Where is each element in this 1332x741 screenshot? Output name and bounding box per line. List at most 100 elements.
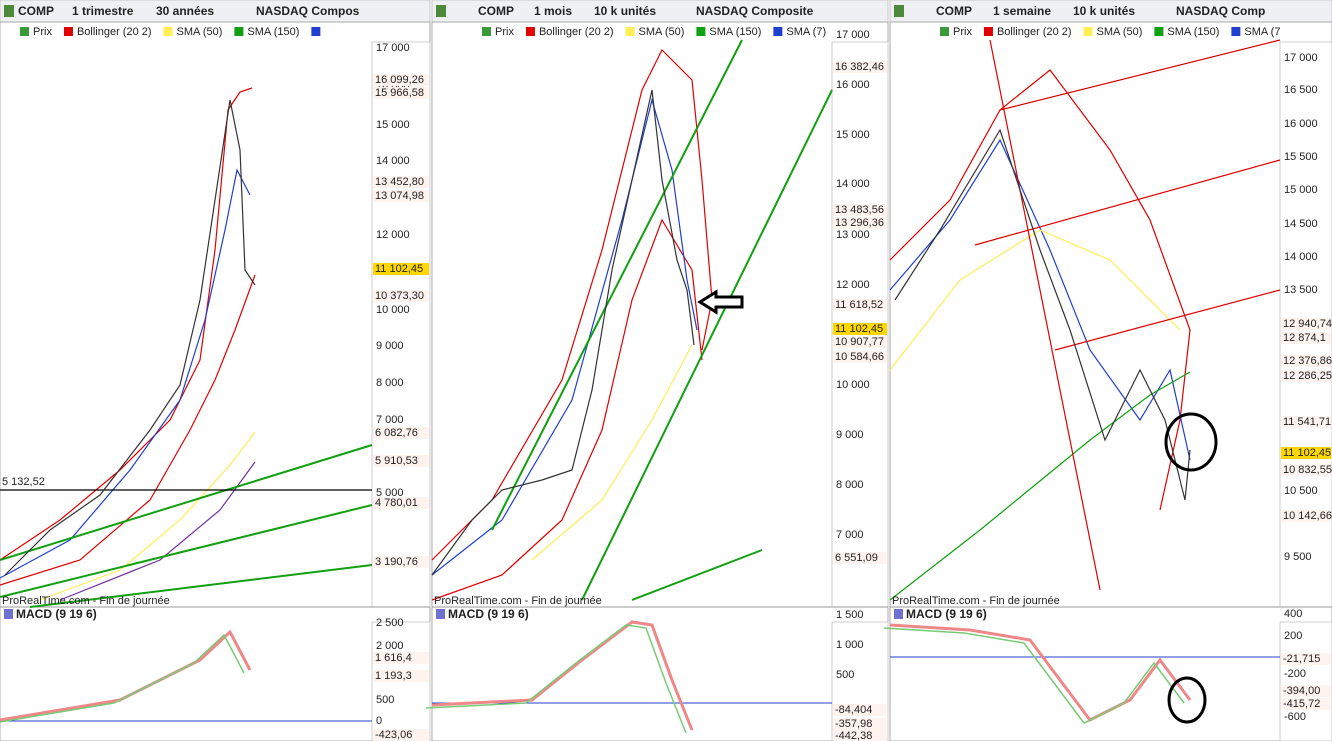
- price-tag-bg: [833, 61, 887, 73]
- toolbar: [0, 0, 431, 23]
- legend-swatch: [983, 27, 993, 36]
- macd-axis-label: 0: [376, 715, 382, 727]
- price-tag: 16 382,46: [835, 61, 884, 73]
- toolbar-symbol[interactable]: COMP: [18, 4, 54, 18]
- macd-axis-label: 400: [1284, 608, 1302, 620]
- legend-item[interactable]: SMA (150): [709, 26, 761, 38]
- toolbar-units[interactable]: 10 k unités: [1073, 4, 1135, 18]
- legend-swatch: [311, 27, 321, 36]
- legend-swatch: [63, 27, 73, 36]
- legend-item[interactable]: Prix: [953, 26, 972, 38]
- price-tag-bg: [373, 176, 429, 188]
- legend-item[interactable]: Prix: [495, 26, 514, 38]
- macd-tag-bg: [1281, 653, 1331, 665]
- legend-item[interactable]: SMA (50): [639, 26, 685, 38]
- toolbar-symbol[interactable]: COMP: [478, 4, 514, 18]
- legend-item[interactable]: Bollinger (20 2): [539, 26, 614, 38]
- indicator-line: [0, 168, 251, 579]
- price-tag-bg: [1281, 447, 1331, 459]
- toolbar-symbol[interactable]: COMP: [936, 4, 972, 18]
- indicator-line: [431, 89, 695, 576]
- macd-axis-label: 2 500: [376, 617, 404, 629]
- footer: ProRealTime.com - Fin de journée: [2, 595, 170, 607]
- indicator-line: [889, 69, 1191, 511]
- macd-icon: [436, 609, 445, 619]
- legend-item[interactable]: Prix: [33, 26, 52, 38]
- legend-swatch: [234, 27, 244, 36]
- price-tag: 13 452,80: [375, 176, 424, 188]
- indicator-line: [431, 218, 703, 601]
- indicator-line: [889, 229, 1181, 371]
- price-tag-bg: [1281, 510, 1331, 522]
- price-tag: 10 373,30: [375, 290, 424, 302]
- price-axis-label: 9 000: [376, 340, 404, 352]
- macd-tag-bg: [1281, 698, 1331, 710]
- macd-tag-bg: [373, 652, 429, 664]
- level-label: 5 132,52: [2, 476, 45, 488]
- price-axis-label: 16 000: [836, 79, 870, 91]
- price-axis-label: 15 000: [836, 129, 870, 141]
- macd-tag-bg: [833, 730, 887, 741]
- legend-item[interactable]: SMA (7: [1244, 26, 1280, 38]
- toolbar-period[interactable]: 1 trimestre: [72, 4, 134, 18]
- price-tag-bg: [1281, 370, 1331, 382]
- legend-swatch: [163, 27, 173, 36]
- legend-swatch: [1231, 27, 1241, 36]
- panel-border: [0, 21, 431, 741]
- price-axis-label: 7 000: [836, 529, 864, 541]
- indicator-line: [631, 549, 763, 601]
- price-axis-label: 12 000: [376, 229, 410, 241]
- toolbar-name[interactable]: NASDAQ Compos: [256, 4, 360, 18]
- circle-mark: [1164, 412, 1218, 472]
- macd-signal: [883, 627, 1185, 724]
- indicator-line: [1054, 289, 1281, 351]
- price-tag-bg: [373, 263, 429, 275]
- toolbar-name[interactable]: NASDAQ Composite: [696, 4, 814, 18]
- macd-title[interactable]: MACD (9 19 6): [448, 607, 529, 621]
- toolbar-units[interactable]: 30 années: [156, 4, 214, 18]
- macd-tag: -21,715: [1283, 653, 1320, 665]
- legend-swatch: [773, 27, 783, 36]
- price-tag: 6 551,09: [835, 552, 878, 564]
- macd-tag-bg: [833, 718, 887, 730]
- price-axis-label: 14 000: [376, 155, 410, 167]
- price-tag: 15 966,58: [375, 87, 424, 99]
- price-axis-label: 9 000: [836, 429, 864, 441]
- toolbar-units[interactable]: 10 k unités: [594, 4, 656, 18]
- legend-item[interactable]: Bollinger (20 2): [997, 26, 1072, 38]
- macd-line: [889, 623, 1192, 722]
- legend-item[interactable]: SMA (150): [247, 26, 299, 38]
- indicator-line: [0, 274, 256, 586]
- price-tag-bg: [373, 74, 429, 86]
- legend-item[interactable]: SMA (50): [1097, 26, 1143, 38]
- macd-tag-bg: [373, 670, 429, 682]
- macd-signal: [0, 633, 245, 723]
- legend-item[interactable]: SMA (50): [177, 26, 223, 38]
- indicator-line: [999, 39, 1281, 111]
- macd-axis-label: 200: [1284, 630, 1302, 642]
- price-tag-bg: [1281, 416, 1331, 428]
- price-tag: 11 541,71: [1283, 416, 1331, 428]
- price-axis-label: 14 500: [1284, 218, 1318, 230]
- price-axis-label: 12 000: [836, 279, 870, 291]
- toolbar-period[interactable]: 1 mois: [534, 4, 572, 18]
- price-tag: 12 874,1: [1283, 332, 1326, 344]
- toolbar-period[interactable]: 1 semaine: [993, 4, 1051, 18]
- indicator-line: [581, 89, 833, 601]
- indicator-line: [431, 48, 713, 561]
- macd-line: [431, 620, 694, 731]
- price-axis: [371, 41, 431, 608]
- price-tag-bg: [373, 290, 429, 302]
- macd-axis-label: 500: [836, 669, 854, 681]
- legend-item[interactable]: SMA (150): [1167, 26, 1219, 38]
- indicator-line: [0, 504, 373, 598]
- legend-item[interactable]: Bollinger (20 2): [77, 26, 152, 38]
- macd-axis-label: 1 500: [836, 609, 864, 621]
- price-axis-label: 5 000: [376, 487, 404, 499]
- macd-title[interactable]: MACD (9 19 6): [906, 607, 987, 621]
- legend-item[interactable]: SMA (7): [786, 26, 826, 38]
- app-icon: [4, 5, 14, 17]
- toolbar-name[interactable]: NASDAQ Comp: [1176, 4, 1265, 18]
- macd-tag: -442,38: [835, 730, 872, 741]
- macd-title[interactable]: MACD (9 19 6): [16, 607, 97, 621]
